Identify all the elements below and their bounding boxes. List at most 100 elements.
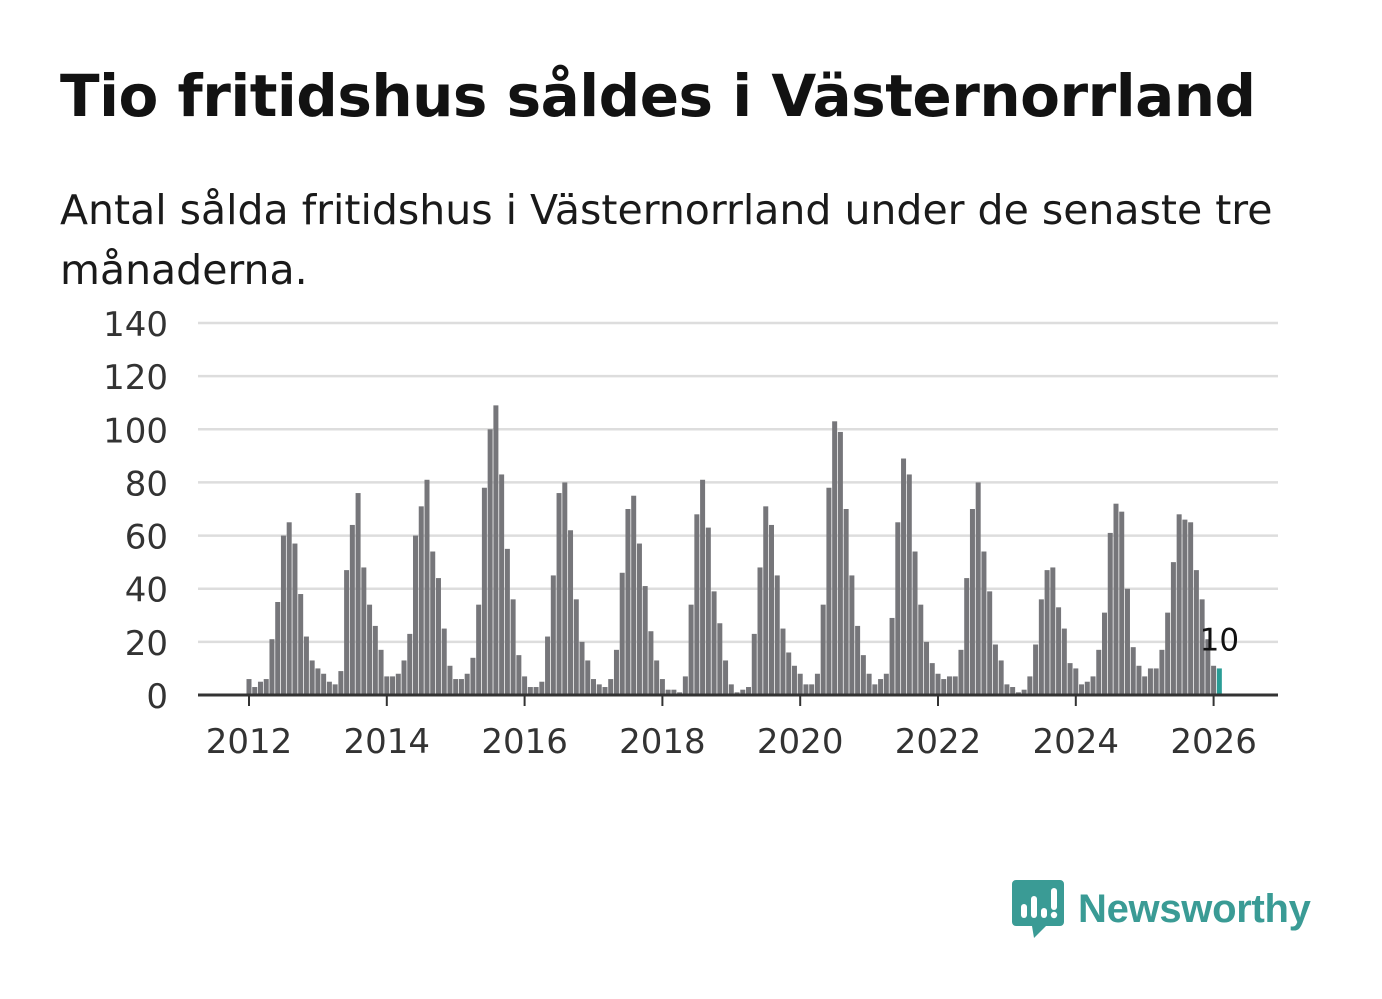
bar bbox=[1199, 599, 1205, 695]
bar bbox=[1153, 668, 1159, 695]
bar bbox=[602, 687, 608, 695]
bar bbox=[832, 421, 838, 695]
bar bbox=[1033, 644, 1039, 695]
bar bbox=[292, 543, 298, 695]
bar bbox=[1027, 676, 1033, 695]
bar bbox=[401, 660, 407, 695]
bar bbox=[1021, 689, 1027, 695]
bar bbox=[424, 479, 430, 695]
bar bbox=[636, 543, 642, 695]
bar bbox=[740, 689, 746, 695]
bar bbox=[539, 681, 545, 695]
bar bbox=[860, 655, 866, 695]
bar bbox=[447, 665, 453, 695]
bar bbox=[728, 684, 734, 695]
bar bbox=[1130, 647, 1136, 695]
bar bbox=[797, 673, 803, 695]
bar bbox=[711, 591, 717, 695]
bar bbox=[992, 644, 998, 695]
bar bbox=[1056, 607, 1062, 695]
bar bbox=[901, 458, 907, 695]
bar bbox=[1038, 599, 1044, 695]
bar bbox=[550, 575, 556, 695]
bar bbox=[372, 625, 378, 695]
bar bbox=[1073, 668, 1079, 695]
bar bbox=[648, 631, 654, 695]
bar bbox=[413, 535, 419, 695]
bar bbox=[746, 687, 752, 695]
bar bbox=[946, 676, 952, 695]
chart-subtitle: Antal sålda fritidshus i Västernorrland … bbox=[60, 186, 1273, 294]
bar bbox=[257, 681, 263, 695]
bar bbox=[912, 551, 918, 695]
bar bbox=[918, 604, 924, 695]
bar bbox=[522, 676, 528, 695]
newsworthy-logo-icon bbox=[1012, 880, 1064, 938]
bar bbox=[998, 660, 1004, 695]
bar bbox=[1188, 522, 1194, 695]
x-tick-label: 2018 bbox=[619, 722, 706, 762]
bar bbox=[700, 479, 706, 695]
bar bbox=[361, 567, 367, 695]
x-tick-label: 2012 bbox=[206, 722, 293, 762]
bar bbox=[464, 673, 470, 695]
bar bbox=[326, 681, 332, 695]
bar bbox=[906, 474, 912, 695]
bar bbox=[453, 679, 459, 695]
bar bbox=[252, 687, 258, 695]
bar bbox=[613, 649, 619, 695]
bar bbox=[1119, 511, 1125, 695]
bar bbox=[820, 604, 826, 695]
y-tick-label: 40 bbox=[125, 571, 168, 611]
bar bbox=[435, 578, 441, 695]
bar bbox=[395, 673, 401, 695]
bar bbox=[493, 405, 499, 695]
bar bbox=[338, 671, 344, 695]
bar bbox=[1067, 663, 1073, 695]
bar bbox=[596, 684, 602, 695]
bar bbox=[1096, 649, 1102, 695]
bar bbox=[694, 514, 700, 695]
bar bbox=[545, 636, 551, 695]
bar bbox=[1136, 665, 1142, 695]
bar bbox=[568, 530, 574, 695]
bar bbox=[987, 591, 993, 695]
bar bbox=[1102, 612, 1108, 695]
bar bbox=[1050, 567, 1056, 695]
bar bbox=[499, 474, 505, 695]
bar bbox=[1107, 532, 1113, 695]
bar bbox=[1147, 668, 1153, 695]
bar bbox=[1193, 570, 1199, 695]
bar bbox=[809, 684, 815, 695]
bar bbox=[631, 495, 637, 695]
bar bbox=[723, 660, 729, 695]
bar bbox=[303, 636, 309, 695]
bar bbox=[705, 527, 711, 695]
bar bbox=[533, 687, 539, 695]
bar bbox=[1044, 570, 1050, 695]
bar bbox=[378, 649, 384, 695]
y-tick-label: 20 bbox=[125, 624, 168, 664]
bar bbox=[619, 572, 625, 695]
bar bbox=[585, 660, 591, 695]
bar bbox=[717, 623, 723, 695]
bar bbox=[527, 687, 533, 695]
bar bbox=[1090, 676, 1096, 695]
bar bbox=[883, 673, 889, 695]
bar bbox=[355, 493, 361, 695]
bar bbox=[344, 570, 350, 695]
bar bbox=[981, 551, 987, 695]
bar bbox=[280, 535, 286, 695]
bar bbox=[349, 524, 355, 695]
bar bbox=[642, 586, 648, 695]
bar bbox=[935, 673, 941, 695]
highlight-bar bbox=[1216, 668, 1222, 695]
bar bbox=[418, 506, 424, 695]
bar bbox=[774, 575, 780, 695]
bar bbox=[964, 578, 970, 695]
bar bbox=[688, 604, 694, 695]
bar bbox=[975, 482, 981, 695]
bar bbox=[654, 660, 660, 695]
bar bbox=[872, 684, 878, 695]
bar bbox=[1124, 588, 1130, 695]
